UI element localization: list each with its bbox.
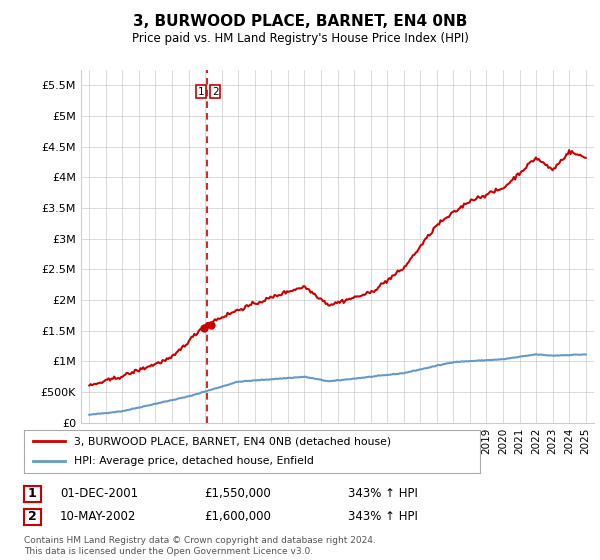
Text: 1: 1 [28,487,37,501]
Text: 1: 1 [198,87,205,96]
Text: £1,550,000: £1,550,000 [204,487,271,501]
Text: £1,600,000: £1,600,000 [204,510,271,524]
Text: 01-DEC-2001: 01-DEC-2001 [60,487,138,501]
Text: HPI: Average price, detached house, Enfield: HPI: Average price, detached house, Enfi… [74,456,314,466]
Text: 10-MAY-2002: 10-MAY-2002 [60,510,136,524]
Text: Price paid vs. HM Land Registry's House Price Index (HPI): Price paid vs. HM Land Registry's House … [131,32,469,45]
Text: 343% ↑ HPI: 343% ↑ HPI [348,510,418,524]
Text: 3, BURWOOD PLACE, BARNET, EN4 0NB (detached house): 3, BURWOOD PLACE, BARNET, EN4 0NB (detac… [74,436,391,446]
Text: 343% ↑ HPI: 343% ↑ HPI [348,487,418,501]
Text: Contains HM Land Registry data © Crown copyright and database right 2024.
This d: Contains HM Land Registry data © Crown c… [24,536,376,556]
Text: 2: 2 [28,510,37,524]
Text: 3, BURWOOD PLACE, BARNET, EN4 0NB: 3, BURWOOD PLACE, BARNET, EN4 0NB [133,14,467,29]
Text: 2: 2 [212,87,218,96]
